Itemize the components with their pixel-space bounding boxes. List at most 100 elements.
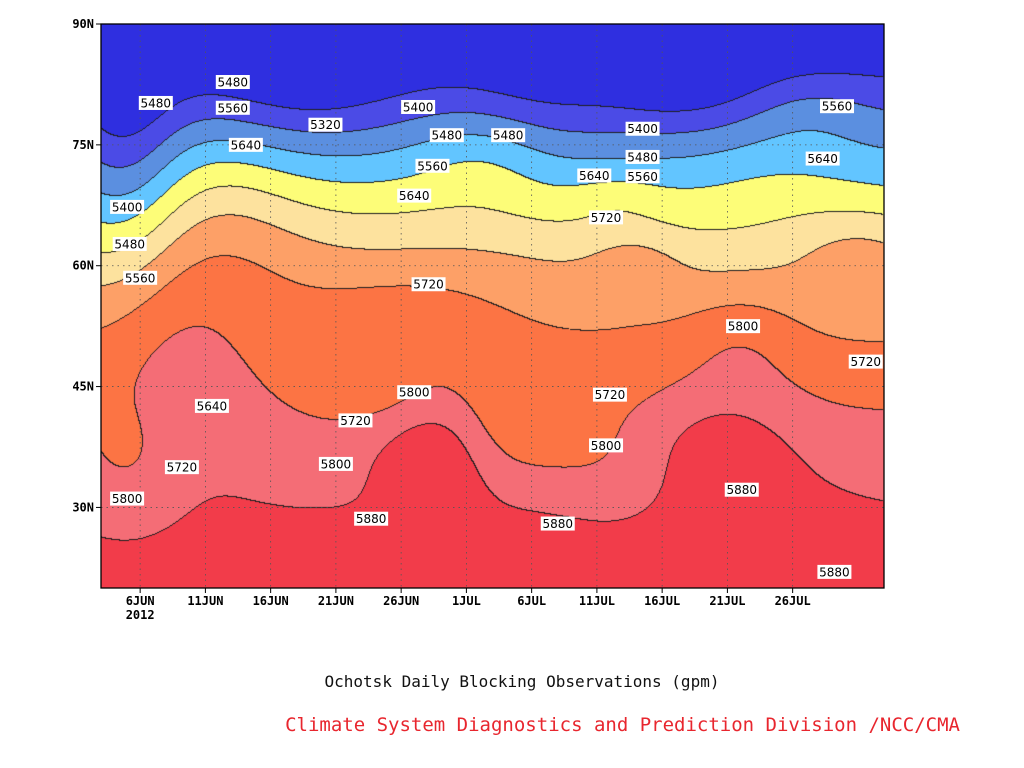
x-tick-label: 6JUN <box>126 594 155 608</box>
contour-label: 5640 <box>397 188 432 203</box>
contour-label-text: 5480 <box>114 237 145 251</box>
contour-label-background <box>589 438 624 453</box>
contour-label-text: 5560 <box>627 170 658 184</box>
contour-label-background <box>215 75 250 90</box>
contour-label: 5720 <box>411 277 446 292</box>
contour-label: 5720 <box>592 387 627 402</box>
contour-label-text: 5720 <box>591 211 622 225</box>
contour-label: 5480 <box>625 149 660 164</box>
contour-label: 5640 <box>577 168 612 183</box>
contour-label-background <box>228 137 263 152</box>
contour-label-text: 5640 <box>231 138 262 152</box>
contour-label-text: 5480 <box>141 96 172 110</box>
contour-label-background <box>625 169 660 184</box>
contour-label-text: 5720 <box>167 461 198 475</box>
contour-label-background <box>805 151 840 166</box>
contour-label-background <box>338 413 373 428</box>
contour-label: 5720 <box>589 210 624 225</box>
contour-label: 5560 <box>625 169 660 184</box>
x-tick-label: 21JUL <box>709 594 745 608</box>
contour-label: 5480 <box>112 236 147 251</box>
contour-label-text: 5400 <box>627 122 658 136</box>
contour-label-background <box>164 460 199 475</box>
contour-label-background <box>397 188 432 203</box>
contour-label-text: 5480 <box>627 150 658 164</box>
contour-label-text: 5880 <box>542 517 573 531</box>
contour-label-background <box>215 100 250 115</box>
contour-label-text: 5720 <box>340 414 371 428</box>
contour-label-background <box>138 95 173 110</box>
contour-label: 5720 <box>338 413 373 428</box>
contour-label: 5800 <box>397 385 432 400</box>
contour-label: 5560 <box>123 270 158 285</box>
contour-label: 5480 <box>215 75 250 90</box>
contour-label-background <box>592 387 627 402</box>
contour-label-text: 5880 <box>819 565 850 579</box>
contour-label: 5720 <box>164 460 199 475</box>
contour-label-text: 5480 <box>493 129 524 143</box>
contour-label: 5880 <box>817 564 852 579</box>
contour-label-background <box>123 270 158 285</box>
contour-label-background <box>354 511 389 526</box>
contour-label-background <box>577 168 612 183</box>
contour-label-background <box>848 354 883 369</box>
plot-frame <box>100 23 885 589</box>
x-tick-label: 6JUL <box>517 594 546 608</box>
y-tick-label: 60N <box>72 259 94 273</box>
contour-label: 5800 <box>318 456 353 471</box>
contour-label-text: 5560 <box>822 100 853 114</box>
contour-label-text: 5320 <box>310 118 341 132</box>
x-tick-label: 21JUN <box>318 594 354 608</box>
contour-label: 5800 <box>726 319 761 334</box>
x-tick-label: 11JUL <box>579 594 615 608</box>
contour-label: 5880 <box>540 516 575 531</box>
contour-label-background <box>726 319 761 334</box>
contour-label-background <box>397 385 432 400</box>
contour-label-background <box>194 398 229 413</box>
contour-label: 5400 <box>110 199 145 214</box>
contour-label-background <box>401 99 436 114</box>
contour-label-text: 5800 <box>399 386 430 400</box>
contour-label-background <box>110 491 145 506</box>
y-axis: 90N 75N 60N 45N 30N <box>72 17 101 514</box>
contour-label-background <box>625 121 660 136</box>
contour-label: 5640 <box>194 398 229 413</box>
contour-label-background <box>110 199 145 214</box>
contour-label-text: 5800 <box>112 492 143 506</box>
contour-label-text: 5800 <box>728 320 759 334</box>
contour-label-background <box>589 210 624 225</box>
contour-label-text: 5640 <box>807 152 838 166</box>
contour-label: 5400 <box>625 121 660 136</box>
contour-labels: 5480 5400 5480 5560 5480 5560 5640 5320 5400 5480… <box>110 75 883 579</box>
contour-label-text: 5560 <box>218 101 249 115</box>
contour-label: 5800 <box>589 438 624 453</box>
x-tick-label: 1JUL <box>452 594 481 608</box>
contour-label-background <box>820 99 855 114</box>
contour-label-text: 5720 <box>595 388 626 402</box>
contour-label-text: 5640 <box>197 399 228 413</box>
contour-label-background <box>411 277 446 292</box>
y-tick-label: 30N <box>72 500 94 514</box>
contour-label-text: 5400 <box>112 200 143 214</box>
contour-label: 5640 <box>805 151 840 166</box>
contour-label-text: 5480 <box>432 129 463 143</box>
contour-label-background <box>817 564 852 579</box>
x-tick-label: 26JUN <box>383 594 419 608</box>
contour-label-background <box>491 128 526 143</box>
contour-label: 5400 <box>401 99 436 114</box>
contour-label: 5720 <box>848 354 883 369</box>
contour-label: 5480 <box>138 95 173 110</box>
contour-label-background <box>318 456 353 471</box>
contour-label-text: 5720 <box>850 355 881 369</box>
y-tick-label: 45N <box>72 380 94 394</box>
contour-label-background <box>415 158 450 173</box>
contour-label-text: 5640 <box>579 169 610 183</box>
contour-label: 5480 <box>491 128 526 143</box>
x-tick-year-label: 2012 <box>126 608 155 622</box>
contour-label: 5560 <box>820 99 855 114</box>
contour-label: 5800 <box>110 491 145 506</box>
contour-label: 5880 <box>724 482 759 497</box>
contour-label: 5560 <box>215 100 250 115</box>
